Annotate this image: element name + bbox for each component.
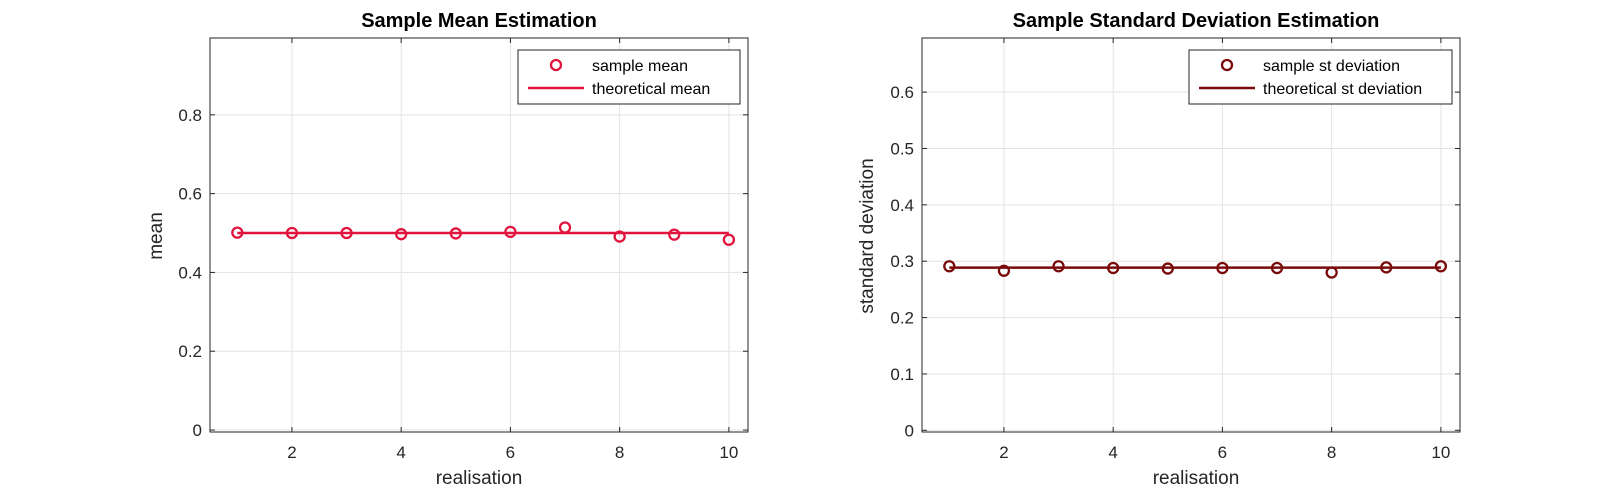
x-tick-label: 2 xyxy=(999,443,1008,462)
data-point xyxy=(558,221,572,234)
data-point xyxy=(1052,260,1065,273)
x-tick-label: 10 xyxy=(719,443,738,462)
legend-entry-label: theoretical mean xyxy=(592,81,710,98)
legend-entry-label: sample st deviation xyxy=(1263,58,1400,75)
x-axis-label: realisation xyxy=(1153,468,1240,489)
x-tick-label: 10 xyxy=(1431,443,1450,462)
ticks: 2 4 6 8 10 0 0.1 0.2 0.3 0.4 0.5 0.6 xyxy=(890,38,1460,462)
data-point xyxy=(1434,260,1448,273)
legend-entry-label: sample mean xyxy=(592,58,688,75)
y-tick-label: 0 xyxy=(193,421,202,440)
legend: sample st deviation theoretical st deviat… xyxy=(1188,49,1453,105)
x-tick-label: 2 xyxy=(287,443,296,462)
legend-marker-swatch xyxy=(1220,58,1234,72)
y-tick-label: 0.8 xyxy=(178,106,202,125)
chart-title: Sample Mean Estimation xyxy=(361,10,597,32)
data-point xyxy=(613,230,626,243)
x-tick-label: 6 xyxy=(506,443,515,462)
x-axis-label: realisation xyxy=(436,468,523,489)
y-tick-label: 0.2 xyxy=(178,342,202,361)
legend-box xyxy=(1188,49,1453,105)
x-tick-label: 4 xyxy=(1108,443,1117,462)
legend-entry-label: theoretical st deviation xyxy=(1263,81,1422,98)
data-point xyxy=(668,228,681,241)
y-tick-label: 0.5 xyxy=(890,139,914,158)
data-point xyxy=(722,233,736,246)
x-tick-label: 8 xyxy=(1327,443,1336,462)
data-point xyxy=(943,260,956,273)
x-tick-label: 4 xyxy=(396,443,405,462)
y-tick-label: 0.2 xyxy=(890,309,914,328)
std-chart: Sample Standard Deviation Estimation rea… xyxy=(857,10,1461,489)
mean-chart: Sample Mean Estimation realisation mean … xyxy=(146,10,749,489)
x-tick-label: 6 xyxy=(1218,443,1227,462)
plot-area-border xyxy=(209,37,749,433)
ticks: 2 4 6 8 10 0 0.2 0.4 0.6 0.8 xyxy=(178,38,748,462)
grid xyxy=(922,38,1460,432)
legend: sample mean theoretical mean xyxy=(517,49,741,105)
legend-marker-swatch xyxy=(549,58,563,72)
chart-title: Sample Standard Deviation Estimation xyxy=(1013,10,1380,32)
y-tick-label: 0.4 xyxy=(890,196,914,215)
x-tick-label: 8 xyxy=(615,443,624,462)
plot-area-border xyxy=(921,37,1461,433)
data-point xyxy=(997,264,1011,277)
y-axis-label: standard deviation xyxy=(857,158,878,313)
y-tick-label: 0.1 xyxy=(890,365,914,384)
y-tick-label: 0 xyxy=(905,421,914,440)
y-axis-label: mean xyxy=(146,212,167,260)
y-tick-label: 0.3 xyxy=(890,252,914,271)
series-markers xyxy=(943,260,1448,279)
y-tick-label: 0.6 xyxy=(178,185,202,204)
y-tick-label: 0.4 xyxy=(178,263,202,282)
y-tick-label: 0.6 xyxy=(890,83,914,102)
